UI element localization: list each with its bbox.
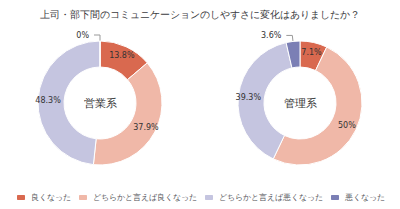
svg-text:13.8%: 13.8% xyxy=(109,51,135,60)
svg-text:良くなった: 良くなった xyxy=(31,193,71,202)
svg-text:37.9%: 37.9% xyxy=(133,123,159,132)
svg-text:どちらかと言えば良くなった: どちらかと言えば良くなった xyxy=(93,193,197,202)
svg-text:営業系: 営業系 xyxy=(84,97,117,110)
svg-text:上司・部下間のコミュニケーションのしやすさに変化はありました: 上司・部下間のコミュニケーションのしやすさに変化はありましたか？ xyxy=(40,9,360,20)
svg-text:どちらかと言えば悪くなった: どちらかと言えば悪くなった xyxy=(219,193,323,202)
svg-text:50%: 50% xyxy=(338,121,356,130)
svg-text:悪くなった: 悪くなった xyxy=(344,193,385,202)
svg-text:48.3%: 48.3% xyxy=(35,96,61,105)
svg-text:7.1%: 7.1% xyxy=(301,48,322,57)
svg-text:管理系: 管理系 xyxy=(284,97,317,110)
svg-text:3.6%: 3.6% xyxy=(261,31,282,40)
svg-text:39.3%: 39.3% xyxy=(236,93,262,102)
svg-text:0%: 0% xyxy=(76,31,89,40)
